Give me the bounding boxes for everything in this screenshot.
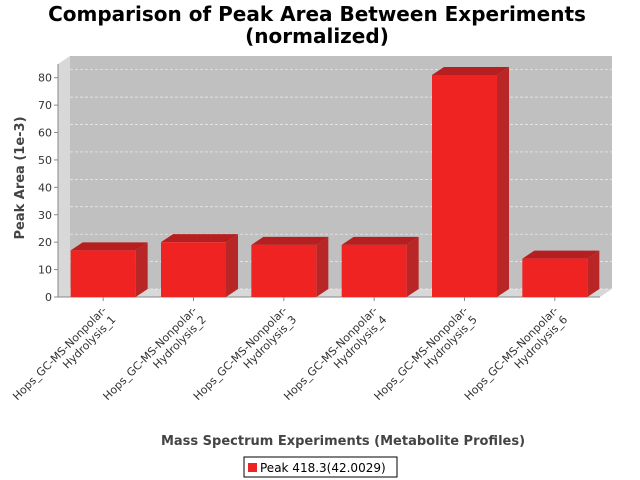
y-tick-label: 60 [38,127,52,140]
bar-top [432,66,509,75]
bar [251,236,329,297]
bar-front [432,74,497,297]
chart-title-line-1: Comparison of Peak Area Between Experime… [48,2,586,26]
bar-front [251,244,317,297]
bar-top [70,242,148,251]
bar [341,236,419,297]
legend: Peak 418.3(42.0029) [243,456,398,478]
legend-label: Peak 418.3(42.0029) [260,461,386,475]
y-tick-label: 80 [38,72,52,85]
y-tick-label: 20 [38,236,52,249]
plot-background [70,56,612,289]
bar-side [497,66,509,297]
bar-top [522,250,600,259]
bar-side [406,236,419,297]
bars [70,66,600,297]
bar-front [70,250,136,297]
bar [522,250,600,297]
x-tick-label: Hops_GC-MS-Nonpolar-Hydrolysis_6 [462,304,570,412]
legend-swatch [248,463,257,472]
bar-top [251,236,329,245]
bar [161,234,238,297]
bar-side [316,236,329,297]
bar [70,242,148,297]
bar-top [341,236,419,245]
bar-front [522,258,588,297]
y-tick-label: 0 [45,291,52,304]
bar-front [161,242,226,297]
y-tick-label: 50 [38,154,52,167]
plot-area [57,56,612,298]
chart-title-line-2: (normalized) [245,24,389,48]
y-tick-label: 40 [38,181,52,194]
y-axis-label: Peak Area (1e-3) [13,116,28,239]
y-tick-label: 10 [38,264,52,277]
bar-side [587,250,600,297]
bar [432,66,509,297]
y-axis: 0 10 20 30 40 50 60 70 80 [38,72,58,304]
bar-side [226,234,238,297]
bar-front [341,244,407,297]
x-axis: Hops_GC-MS-Nonpolar-Hydrolysis_1Hops_GC-… [10,297,570,412]
plot-left-wall [58,56,70,297]
bar-top [161,234,238,243]
bar-side [135,242,148,297]
x-axis-label: Mass Spectrum Experiments (Metabolite Pr… [161,434,525,449]
y-tick-label: 70 [38,99,52,112]
y-tick-label: 30 [38,209,52,222]
legend-box [243,456,398,478]
